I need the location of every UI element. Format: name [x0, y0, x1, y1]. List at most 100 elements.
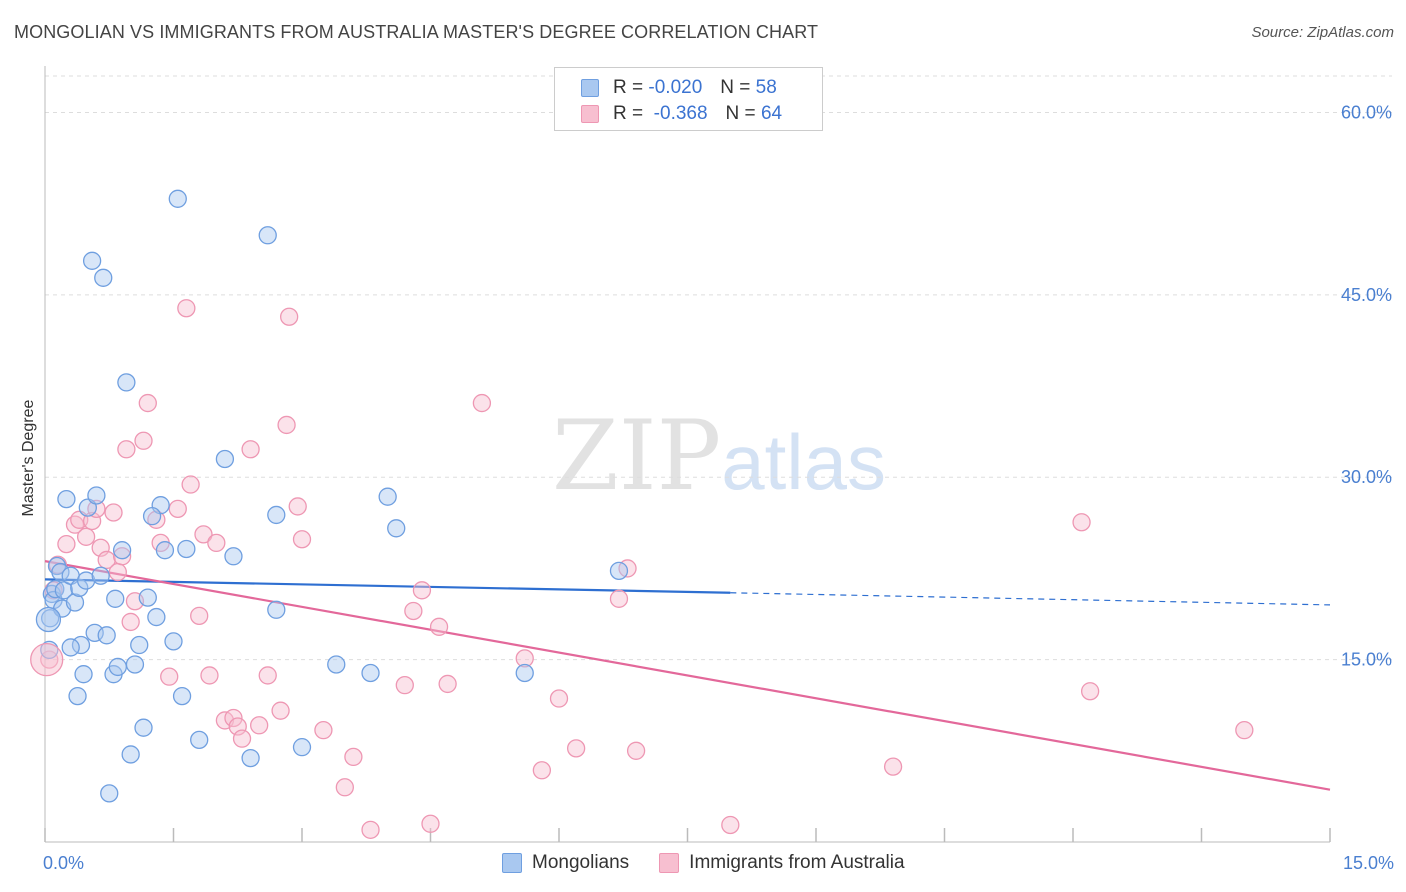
point-mongolian: [241, 748, 260, 768]
point-australia: [429, 617, 449, 636]
point-australia: [177, 299, 196, 318]
point-mongolian: [134, 718, 153, 737]
point-australia: [549, 689, 569, 708]
point-australia: [200, 666, 219, 685]
legend-n-value-2: 64: [760, 103, 783, 124]
legend-r-value-2: -0.368: [653, 103, 708, 124]
watermark-atlas: atlas: [721, 418, 886, 506]
point-australia-large: [30, 642, 64, 677]
series-legend: Mongolians Immigrants from Australia: [502, 852, 935, 874]
data-points: [30, 189, 1254, 839]
legend-r-label: R =: [613, 77, 644, 98]
point-mongolian: [138, 588, 157, 607]
legend-swatch-blue: [502, 853, 522, 873]
point-australia: [626, 741, 646, 760]
point-mongolian: [97, 626, 116, 645]
y-tick-label: 45.0%: [1341, 285, 1392, 305]
point-australia: [224, 708, 243, 728]
trend-lines: [44, 560, 1331, 791]
legend-swatch-pink: [659, 853, 680, 873]
legend-row-australia: R = -0.368 N = 64: [581, 102, 782, 126]
point-australia: [241, 440, 260, 459]
legend-item-mongolians[interactable]: Mongolians: [502, 852, 629, 874]
point-australia: [190, 606, 209, 625]
point-mongolian: [378, 487, 397, 506]
point-australia: [108, 562, 127, 582]
point-australia: [117, 440, 136, 459]
axes: [44, 66, 1331, 843]
point-australia: [609, 589, 629, 608]
point-mongolian: [87, 486, 106, 505]
point-mongolian: [361, 663, 380, 683]
point-mongolian: [147, 607, 166, 627]
point-australia: [1235, 720, 1254, 740]
point-australia: [412, 581, 432, 600]
point-australia: [160, 667, 179, 686]
point-mongolian: [112, 541, 132, 560]
point-australia: [472, 393, 492, 413]
point-mongolian: [117, 373, 136, 392]
point-australia: [181, 475, 200, 494]
x-tick-label: 15.0%: [1343, 853, 1394, 873]
legend-swatch-blue: [581, 79, 599, 97]
point-australia: [258, 666, 277, 685]
point-mongolian: [130, 635, 149, 655]
point-mongolian: [108, 657, 127, 677]
point-australia: [721, 815, 740, 835]
point-australia: [104, 503, 123, 522]
point-australia: [404, 601, 423, 621]
point-australia: [134, 431, 153, 450]
point-mongolian: [106, 589, 125, 608]
point-mongolian: [94, 268, 113, 287]
trend-line-australia: [44, 560, 1331, 791]
point-mongolian: [292, 738, 312, 757]
point-mongolian: [74, 665, 93, 684]
point-australia: [1072, 513, 1091, 532]
point-mongolian: [327, 655, 346, 674]
legend-item-australia[interactable]: Immigrants from Australia: [659, 852, 905, 874]
point-australia: [395, 676, 414, 695]
point-mongolian: [168, 189, 187, 208]
point-mongolian: [82, 251, 102, 270]
point-australia: [532, 761, 552, 780]
legend-swatch-pink: [581, 105, 599, 123]
legend-n-label: N =: [725, 103, 756, 124]
y-tick-label: 15.0%: [1341, 650, 1392, 670]
point-mongolian: [91, 566, 110, 585]
point-mongolian: [215, 449, 235, 469]
point-mongolian: [190, 730, 209, 750]
point-australia: [207, 533, 226, 553]
legend-label-mongolians: Mongolians: [532, 852, 630, 873]
point-australia: [288, 497, 307, 516]
legend-n-value-1: 58: [755, 77, 777, 98]
legend-label-australia: Immigrants from Australia: [689, 852, 905, 873]
point-australia: [57, 534, 76, 554]
chart-title: MONGOLIAN VS IMMIGRANTS FROM AUSTRALIA M…: [14, 22, 819, 42]
point-australia: [883, 757, 903, 776]
point-mongolian: [258, 226, 277, 245]
grid-lines: [45, 75, 1392, 661]
point-mongolian: [155, 541, 175, 560]
legend-n-label: N =: [720, 77, 751, 98]
point-mongolian: [267, 600, 286, 619]
point-australia: [76, 527, 96, 546]
point-australia: [361, 820, 380, 839]
legend-r-label: R =: [613, 103, 644, 124]
point-australia: [566, 739, 586, 758]
point-mongolian: [125, 655, 145, 674]
point-australia: [121, 612, 140, 632]
point-australia: [271, 701, 290, 720]
point-mongolian: [267, 505, 286, 525]
point-australia: [1080, 682, 1100, 701]
point-australia: [138, 393, 157, 413]
point-australia: [314, 720, 333, 740]
point-mongolian: [172, 686, 192, 706]
watermark-zip: ZIP: [552, 400, 722, 512]
point-australia: [112, 547, 132, 566]
point-mongolian: [515, 663, 534, 683]
point-australia: [168, 499, 187, 519]
point-australia: [515, 649, 534, 668]
point-mongolian: [224, 547, 243, 566]
watermark: ZIPatlas: [552, 400, 886, 512]
